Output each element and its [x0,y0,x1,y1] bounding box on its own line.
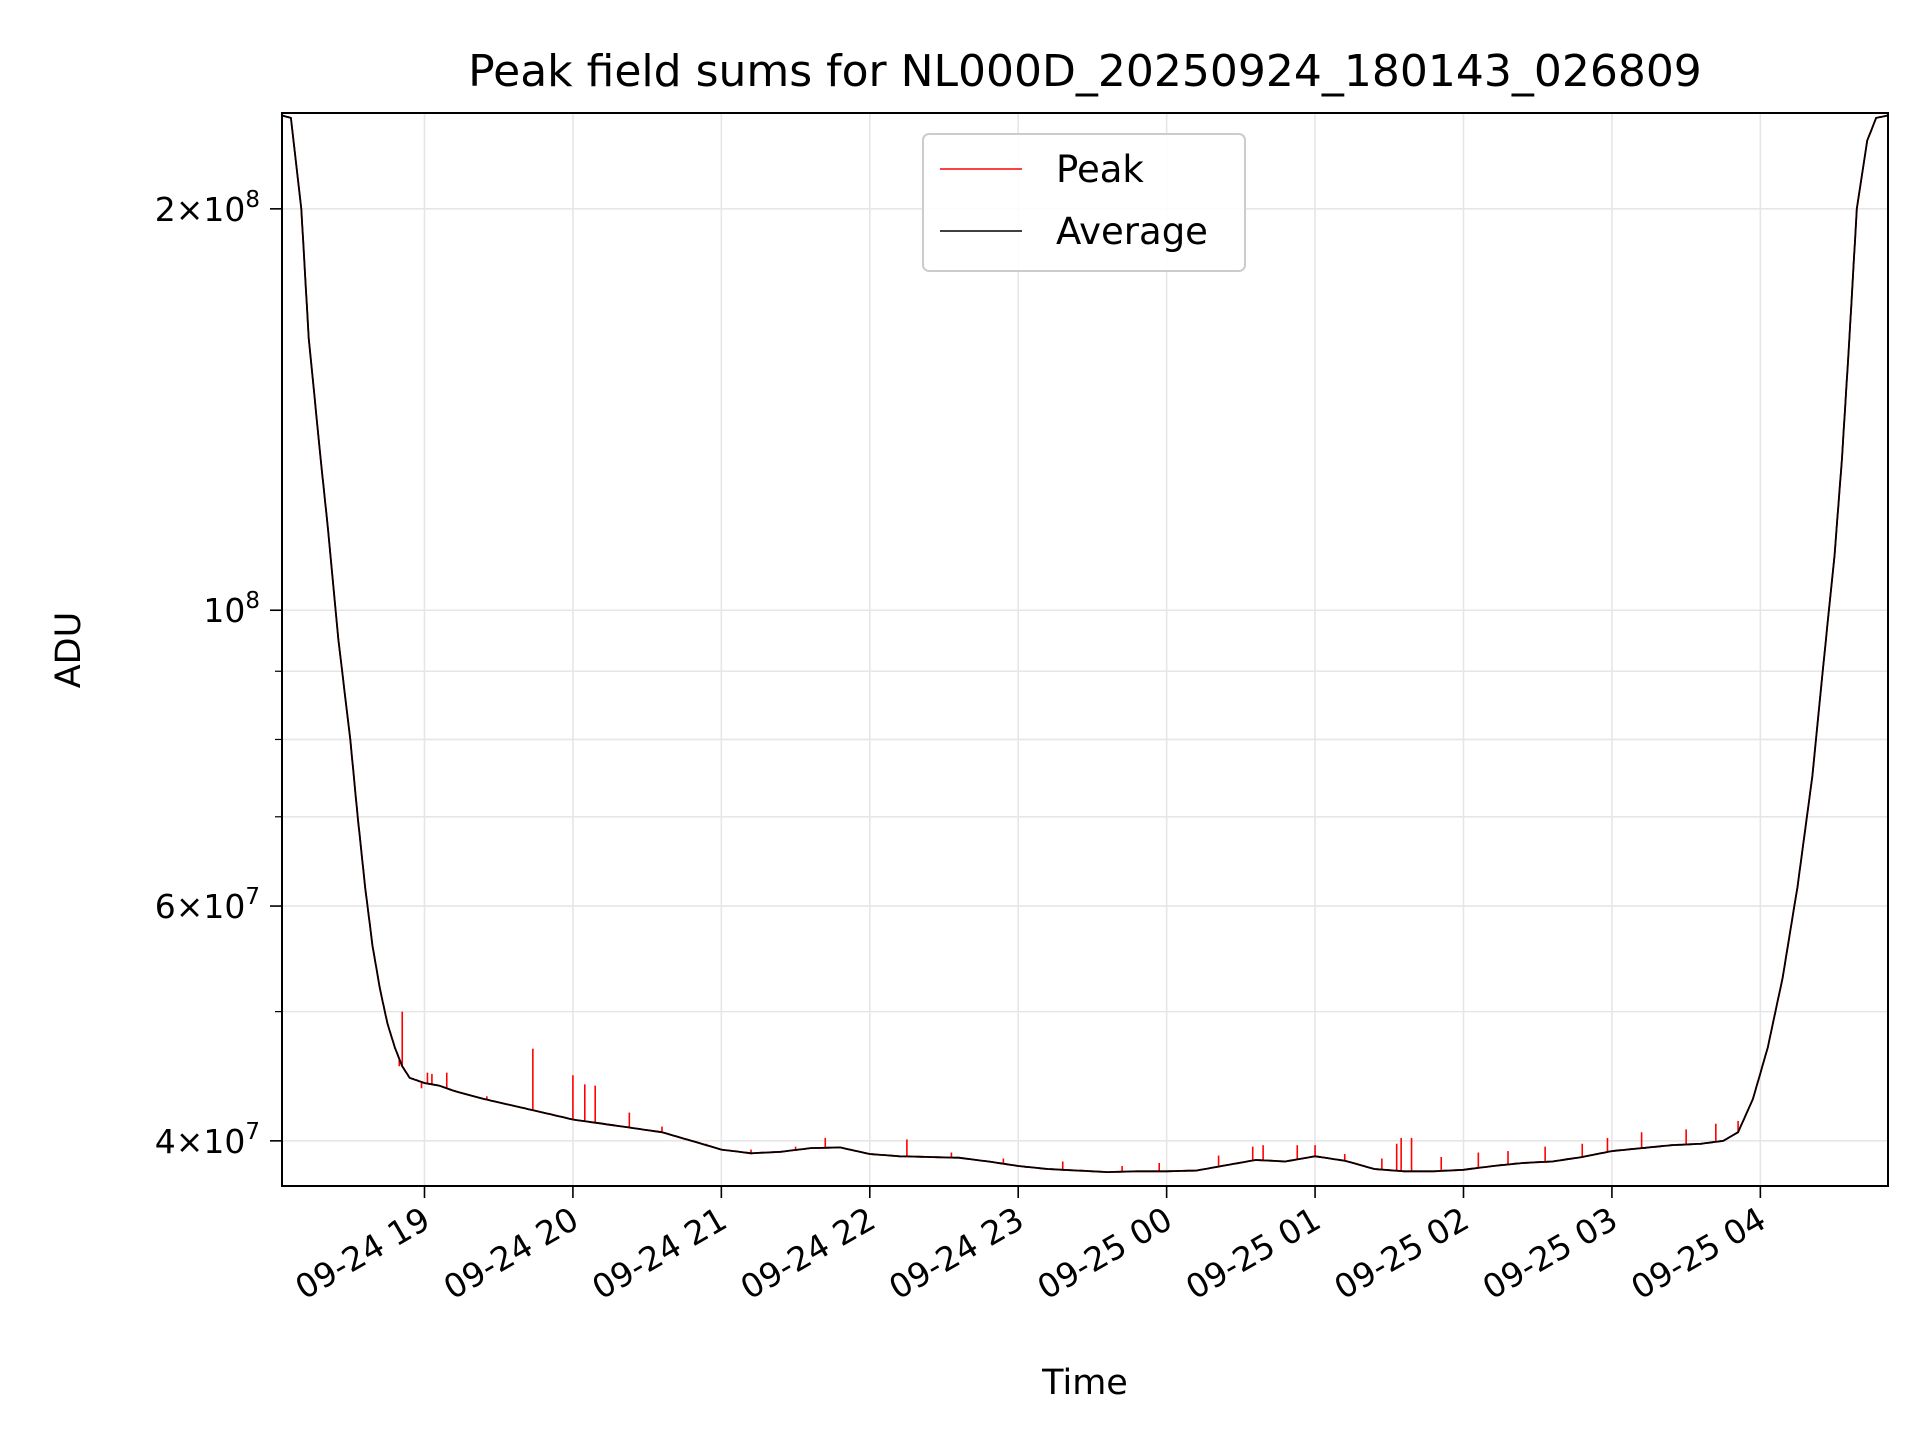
y-tick-label: 6×107 [155,884,260,926]
y-tick-label-base: 2×10 [155,190,246,229]
series-layer [281,114,1889,1174]
y-tick-label-exponent: 7 [245,884,260,910]
y-tick-label: 108 [203,588,260,630]
y-tick-label-base: 6×10 [155,887,246,926]
y-tick-label-exponent: 8 [245,588,260,614]
plot-frame [281,112,1889,1187]
legend-label-peak: Peak [1056,148,1144,191]
y-tick-label: 2×108 [155,187,260,229]
y-axis-title: ADU [49,612,89,689]
y-tick-label-exponent: 7 [245,1119,260,1145]
y-tick-label-base: 4×10 [155,1122,246,1161]
y-tick-label-exponent: 8 [245,187,260,213]
x-axis-title: Time [1041,1363,1128,1403]
legend-label-average: Average [1056,210,1208,253]
y-tick-label: 4×107 [155,1119,260,1161]
y-tick-label-base: 10 [203,591,245,630]
legend: Peak Average [922,133,1246,272]
average-series-line [281,114,1889,1174]
chart-title: Peak field sums for NL000D_20250924_1801… [468,46,1702,97]
